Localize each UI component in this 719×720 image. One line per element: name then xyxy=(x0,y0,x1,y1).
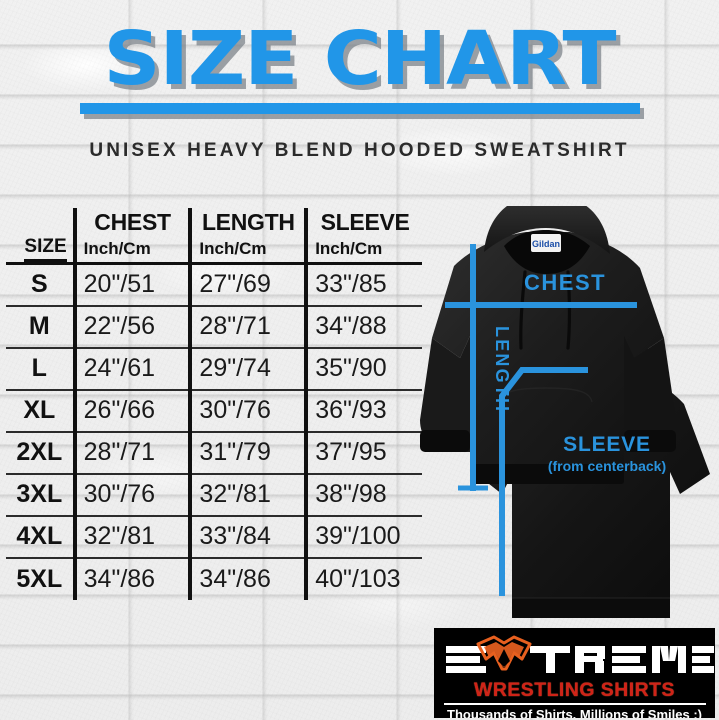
logo-wordmark xyxy=(434,635,715,681)
header-size: SIZE xyxy=(6,236,75,265)
cell-sleeve: 35"/90 xyxy=(304,347,422,391)
cell-length: 28"/71 xyxy=(188,305,307,349)
drawstring-right xyxy=(566,270,572,350)
cell-size: S xyxy=(6,263,75,307)
header-unit-chest: Inch/Cm xyxy=(72,236,191,265)
title-underline-bar xyxy=(79,103,640,114)
header-unit-sleeve: Inch/Cm xyxy=(304,236,422,265)
table-row: 5XL 34"/86 34"/86 40"/103 xyxy=(6,557,422,600)
cell-size: M xyxy=(6,305,75,349)
sleeve-label: SLEEVE xyxy=(563,433,651,456)
logo-subline: WRESTLING SHIRTS xyxy=(474,680,675,701)
logo-letters xyxy=(446,646,714,673)
cell-sleeve: 38"/98 xyxy=(304,473,422,517)
table-row: S 20"/51 27"/69 33"/85 xyxy=(6,263,422,307)
header-corner-blank xyxy=(6,208,75,236)
cell-size: 3XL xyxy=(6,473,75,517)
sleeve-measure-line xyxy=(499,367,588,596)
cell-length: 29"/74 xyxy=(188,347,307,391)
hoodie-illustration: Gildan CHEST LENGTH xyxy=(418,206,719,626)
chest-label: CHEST xyxy=(524,270,606,295)
cell-size: L xyxy=(6,347,75,391)
neck-tag xyxy=(531,234,561,252)
cell-size: 4XL xyxy=(6,515,75,559)
cell-chest: 32"/81 xyxy=(72,515,191,559)
title-block: SIZE CHART UNISEX HEAVY BLEND HOODED SWE… xyxy=(0,16,719,162)
cell-chest: 30"/76 xyxy=(72,473,191,517)
cell-chest: 20"/51 xyxy=(72,263,191,307)
drawstring-left xyxy=(519,270,527,350)
cell-size: XL xyxy=(6,389,75,433)
cell-chest: 26"/66 xyxy=(72,389,191,433)
header-group-length: LENGTH xyxy=(188,208,307,236)
singlet-x-icon xyxy=(476,635,532,671)
sleeve-note: (from centerback) xyxy=(548,458,666,474)
cell-length: 33"/84 xyxy=(188,515,307,559)
cell-sleeve: 39"/100 xyxy=(304,515,422,559)
page-subtitle: UNISEX HEAVY BLEND HOODED SWEATSHIRT xyxy=(89,140,630,161)
table-header-groups: CHEST LENGTH SLEEVE xyxy=(6,208,422,236)
header-unit-length: Inch/Cm xyxy=(188,236,307,265)
cell-chest: 22"/56 xyxy=(72,305,191,349)
cell-size: 2XL xyxy=(6,431,75,475)
cell-chest: 28"/71 xyxy=(72,431,191,475)
cell-sleeve: 34"/88 xyxy=(304,305,422,349)
cell-length: 32"/81 xyxy=(188,473,307,517)
table-row: 3XL 30"/76 32"/81 38"/98 xyxy=(6,473,422,517)
cell-sleeve: 40"/103 xyxy=(304,557,422,600)
hoodie-front-view: Gildan xyxy=(420,206,676,484)
table-row: XL 26"/66 30"/76 36"/93 xyxy=(6,389,422,433)
cell-length: 30"/76 xyxy=(188,389,307,433)
length-label: LENGTH xyxy=(492,326,512,413)
table-row: 2XL 28"/71 31"/79 37"/95 xyxy=(6,431,422,475)
header-size-label: SIZE xyxy=(24,236,67,262)
cell-length: 27"/69 xyxy=(188,263,307,307)
table-row: 4XL 32"/81 33"/84 39"/100 xyxy=(6,515,422,559)
table-row: M 22"/56 28"/71 34"/88 xyxy=(6,305,422,349)
page-title: SIZE CHART xyxy=(103,16,617,102)
cell-length: 31"/79 xyxy=(188,431,307,475)
header-group-sleeve: SLEEVE xyxy=(304,208,422,236)
cell-sleeve: 37"/95 xyxy=(304,431,422,475)
measurement-guides: CHEST LENGTH SLEEVE (from centerback) xyxy=(445,244,666,596)
logo-divider xyxy=(443,703,706,705)
cell-sleeve: 36"/93 xyxy=(304,389,422,433)
cell-chest: 24"/61 xyxy=(72,347,191,391)
cell-size: 5XL xyxy=(16,564,63,593)
cell-length: 34"/86 xyxy=(188,557,307,600)
cell-chest: 34"/86 xyxy=(72,557,191,600)
size-chart-table: CHEST LENGTH SLEEVE SIZE Inch/Cm Inch/Cm… xyxy=(6,208,422,600)
cell-sleeve: 33"/85 xyxy=(304,263,422,307)
logo-tagline: Thousands of Shirts. Millions of Smiles … xyxy=(447,707,702,718)
svg-text:Gildan: Gildan xyxy=(532,239,560,249)
brand-logo: WRESTLING SHIRTS Thousands of Shirts. Mi… xyxy=(434,628,715,718)
table-row: L 24"/61 29"/74 35"/90 xyxy=(6,347,422,391)
header-group-chest: CHEST xyxy=(72,208,191,236)
table-header-units: SIZE Inch/Cm Inch/Cm Inch/Cm xyxy=(6,236,422,265)
